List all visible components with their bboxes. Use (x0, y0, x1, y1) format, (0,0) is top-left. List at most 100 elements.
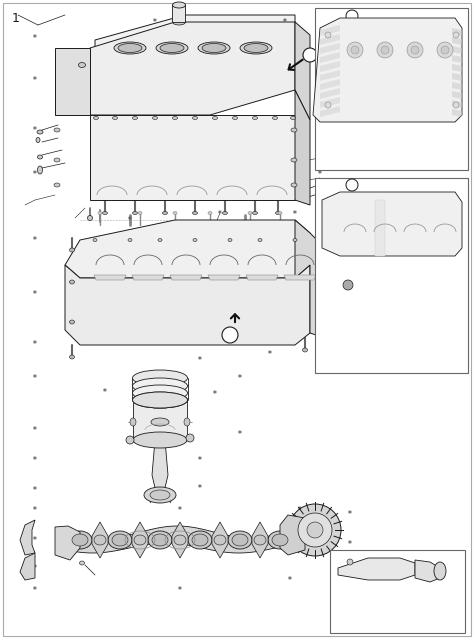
Text: *: * (153, 17, 157, 26)
Polygon shape (94, 275, 126, 280)
Ellipse shape (291, 128, 297, 132)
Polygon shape (320, 70, 340, 81)
Ellipse shape (72, 534, 88, 546)
Text: *: * (321, 149, 325, 155)
Ellipse shape (248, 212, 252, 215)
Circle shape (377, 42, 393, 58)
Text: *: * (103, 387, 107, 397)
Polygon shape (132, 522, 148, 558)
Ellipse shape (80, 561, 84, 565)
Ellipse shape (173, 2, 185, 8)
Ellipse shape (291, 183, 297, 187)
Polygon shape (452, 37, 462, 45)
Ellipse shape (253, 212, 257, 215)
Polygon shape (452, 28, 462, 36)
Bar (315, 8, 468, 170)
Text: *: * (33, 374, 37, 383)
Ellipse shape (79, 63, 85, 68)
Ellipse shape (133, 432, 187, 448)
Text: VIEW: VIEW (322, 14, 347, 24)
Polygon shape (452, 46, 462, 54)
Ellipse shape (173, 212, 177, 215)
Circle shape (325, 32, 331, 38)
Text: B: B (349, 12, 355, 20)
Text: *: * (293, 210, 297, 220)
Ellipse shape (268, 531, 292, 549)
Ellipse shape (202, 43, 226, 52)
Ellipse shape (134, 535, 146, 545)
Ellipse shape (258, 238, 262, 242)
Text: *: * (218, 210, 222, 220)
Ellipse shape (173, 116, 177, 119)
Text: *: * (33, 341, 37, 350)
Circle shape (289, 504, 341, 556)
Circle shape (303, 48, 317, 62)
Ellipse shape (144, 487, 176, 503)
Polygon shape (320, 61, 340, 72)
Text: FRONT: FRONT (362, 14, 393, 24)
Ellipse shape (244, 43, 268, 52)
Text: *: * (178, 505, 182, 514)
Bar (330, 550, 465, 633)
Ellipse shape (133, 212, 137, 215)
Polygon shape (452, 109, 462, 117)
Ellipse shape (434, 562, 446, 580)
Text: *: * (33, 564, 37, 573)
Polygon shape (320, 88, 340, 99)
Polygon shape (68, 526, 323, 553)
Polygon shape (284, 275, 316, 280)
Ellipse shape (37, 130, 43, 134)
Polygon shape (65, 265, 310, 345)
Text: *: * (178, 585, 182, 594)
Ellipse shape (133, 392, 188, 408)
Circle shape (411, 46, 419, 54)
Circle shape (222, 327, 238, 343)
Polygon shape (320, 97, 340, 108)
Ellipse shape (54, 128, 60, 132)
Ellipse shape (240, 42, 272, 54)
Ellipse shape (150, 490, 170, 500)
Ellipse shape (153, 116, 157, 119)
Text: *: * (283, 17, 287, 26)
Polygon shape (90, 115, 295, 200)
Polygon shape (338, 558, 415, 580)
Polygon shape (55, 48, 90, 115)
Text: *: * (213, 224, 217, 233)
Ellipse shape (273, 116, 277, 119)
Ellipse shape (128, 238, 132, 242)
Ellipse shape (173, 19, 185, 25)
Ellipse shape (70, 248, 74, 252)
Polygon shape (208, 275, 240, 280)
Polygon shape (320, 43, 340, 54)
Circle shape (298, 513, 332, 547)
Ellipse shape (70, 320, 74, 324)
Text: VIEW: VIEW (322, 183, 347, 193)
Ellipse shape (208, 212, 212, 215)
Text: *: * (128, 215, 132, 224)
Ellipse shape (94, 535, 106, 545)
Text: *: * (348, 291, 352, 300)
Polygon shape (452, 64, 462, 72)
Text: *: * (318, 91, 322, 100)
Text: *: * (318, 40, 322, 49)
Text: *: * (348, 541, 352, 550)
Ellipse shape (293, 238, 297, 242)
Text: *: * (33, 486, 37, 495)
Ellipse shape (114, 42, 146, 54)
Polygon shape (170, 275, 202, 280)
Text: B: B (306, 49, 314, 61)
Polygon shape (172, 5, 185, 22)
Ellipse shape (36, 137, 40, 142)
Polygon shape (20, 520, 35, 555)
Polygon shape (320, 34, 340, 45)
Polygon shape (95, 15, 295, 110)
Ellipse shape (302, 348, 308, 352)
Text: *: * (348, 245, 352, 254)
Polygon shape (246, 275, 278, 280)
Ellipse shape (133, 370, 188, 386)
Text: 1: 1 (12, 12, 20, 25)
Ellipse shape (214, 535, 226, 545)
Ellipse shape (54, 183, 60, 187)
Text: *: * (238, 374, 242, 383)
Circle shape (441, 46, 449, 54)
